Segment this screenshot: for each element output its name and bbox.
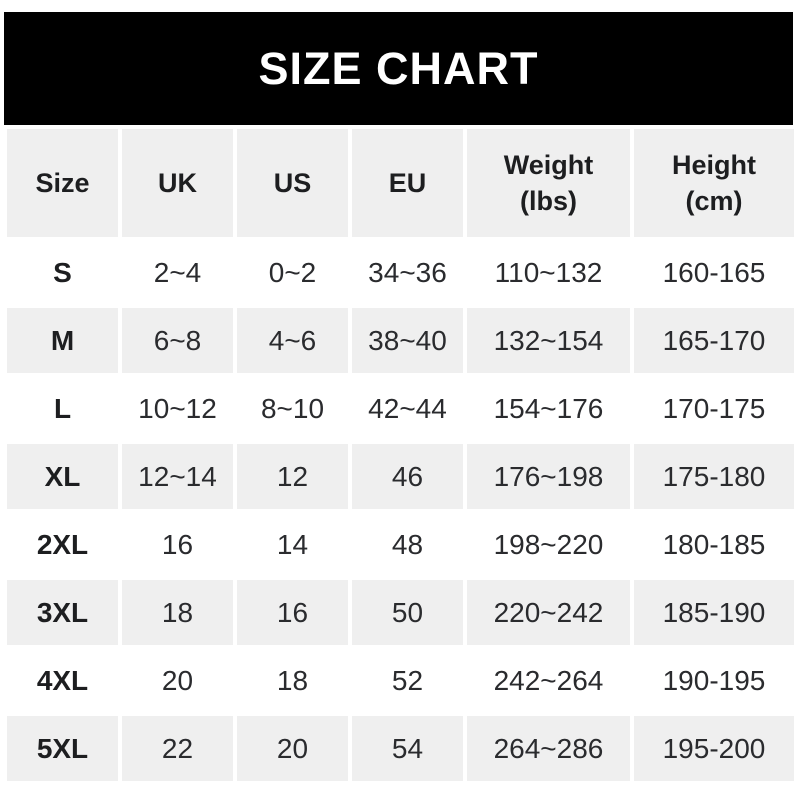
table-cell-l-height-cm: 170-175 (634, 376, 794, 441)
row-label-4xl: 4XL (7, 648, 118, 713)
table-cell-xl-weight-lbs: 176~198 (467, 444, 630, 509)
table-cell-m-uk: 6~8 (122, 308, 233, 373)
row-label-s: S (7, 240, 118, 305)
size-chart-title: SIZE CHART (258, 42, 539, 94)
row-label-3xl: 3XL (7, 580, 118, 645)
table-cell-m-us: 4~6 (237, 308, 348, 373)
table-cell-l-eu: 42~44 (352, 376, 463, 441)
table-cell-3xl-us: 16 (237, 580, 348, 645)
table-cell-2xl-height-cm: 180-185 (634, 512, 794, 577)
table-cell-3xl-weight-lbs: 220~242 (467, 580, 630, 645)
column-header-uk: UK (122, 129, 233, 237)
table-cell-4xl-height-cm: 190-195 (634, 648, 794, 713)
row-label-xl: XL (7, 444, 118, 509)
table-cell-5xl-us: 20 (237, 716, 348, 781)
row-label-5xl: 5XL (7, 716, 118, 781)
row-label-m: M (7, 308, 118, 373)
row-label-2xl: 2XL (7, 512, 118, 577)
table-cell-m-weight-lbs: 132~154 (467, 308, 630, 373)
column-header-line: Weight (503, 149, 594, 180)
column-header-line: Size (35, 167, 90, 198)
table-cell-xl-eu: 46 (352, 444, 463, 509)
table-cell-xl-height-cm: 175-180 (634, 444, 794, 509)
size-table: Size UK US EU Weight (lbs) Height (cm) S 2~4 0~2 34… (7, 129, 794, 781)
table-cell-5xl-uk: 22 (122, 716, 233, 781)
table-cell-2xl-uk: 16 (122, 512, 233, 577)
column-header-line: EU (388, 167, 427, 198)
table-cell-l-uk: 10~12 (122, 376, 233, 441)
table-cell-4xl-eu: 52 (352, 648, 463, 713)
table-cell-s-uk: 2~4 (122, 240, 233, 305)
column-header-line: UK (158, 167, 197, 198)
table-cell-5xl-weight-lbs: 264~286 (467, 716, 630, 781)
table-cell-3xl-eu: 50 (352, 580, 463, 645)
row-label-l: L (7, 376, 118, 441)
table-cell-3xl-height-cm: 185-190 (634, 580, 794, 645)
column-header-eu: EU (352, 129, 463, 237)
column-header-weight-lbs: Weight (lbs) (467, 129, 630, 237)
table-cell-4xl-us: 18 (237, 648, 348, 713)
table-cell-xl-uk: 12~14 (122, 444, 233, 509)
table-cell-xl-us: 12 (237, 444, 348, 509)
table-cell-2xl-weight-lbs: 198~220 (467, 512, 630, 577)
size-chart-banner: SIZE CHART (4, 12, 793, 125)
table-cell-s-weight-lbs: 110~132 (467, 240, 630, 305)
column-header-line: (cm) (685, 186, 743, 216)
table-cell-5xl-eu: 54 (352, 716, 463, 781)
table-cell-s-eu: 34~36 (352, 240, 463, 305)
table-cell-s-us: 0~2 (237, 240, 348, 305)
table-cell-4xl-uk: 20 (122, 648, 233, 713)
table-cell-5xl-height-cm: 195-200 (634, 716, 794, 781)
table-cell-4xl-weight-lbs: 242~264 (467, 648, 630, 713)
column-header-line: Height (672, 149, 756, 180)
table-cell-3xl-uk: 18 (122, 580, 233, 645)
column-header-line: US (273, 167, 312, 198)
column-header-us: US (237, 129, 348, 237)
table-cell-2xl-us: 14 (237, 512, 348, 577)
table-cell-l-weight-lbs: 154~176 (467, 376, 630, 441)
table-cell-m-height-cm: 165-170 (634, 308, 794, 373)
column-header-size: Size (7, 129, 118, 237)
column-header-height-cm: Height (cm) (634, 129, 794, 237)
table-cell-2xl-eu: 48 (352, 512, 463, 577)
table-cell-m-eu: 38~40 (352, 308, 463, 373)
table-cell-l-us: 8~10 (237, 376, 348, 441)
column-header-line: (lbs) (520, 186, 577, 216)
table-cell-s-height-cm: 160-165 (634, 240, 794, 305)
